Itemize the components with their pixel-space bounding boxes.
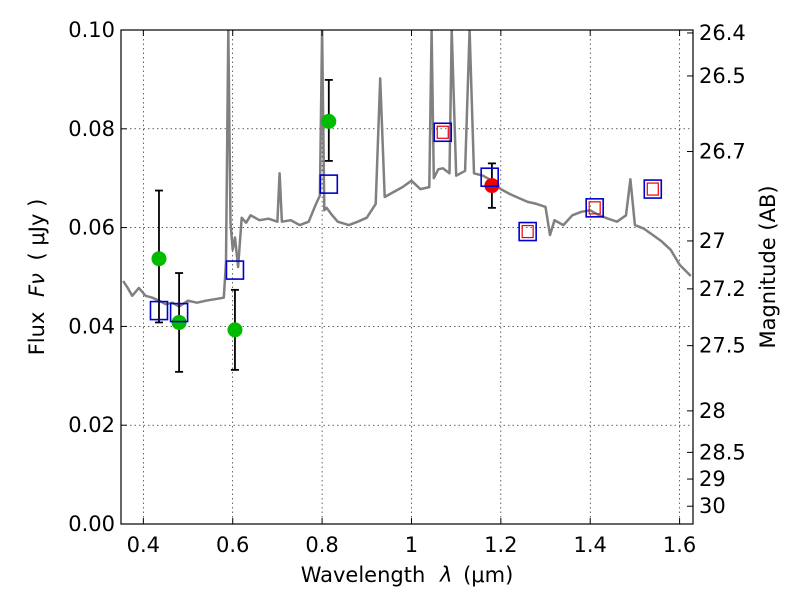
x-tick-label: 0.6 <box>216 533 249 557</box>
model-spectrum-series <box>122 30 692 308</box>
axis-ticks: 0.4 0.6 0.8 1 1.2 1.4 1.6 0.00 0.02 0.04 0.06 0.08 0… <box>68 18 746 557</box>
right-axis-tick-label: 28.5 <box>699 440 746 464</box>
model-point-square <box>149 300 169 321</box>
spectrum-line <box>122 30 692 308</box>
photometry-markers <box>149 113 663 338</box>
model-point-square <box>643 179 663 199</box>
right-axis-tick-label: 27 <box>699 229 726 253</box>
model-point-square <box>480 167 499 188</box>
data-point-circle <box>321 113 337 129</box>
grid-lines <box>121 29 693 525</box>
x-tick-label: 1.4 <box>574 533 607 557</box>
model-point-square <box>433 122 453 143</box>
fitted-point-square <box>646 182 659 196</box>
y-tick-label: 0.02 <box>68 413 115 437</box>
data-point-circle <box>171 314 187 330</box>
right-axis-tick-label: 26.4 <box>699 21 746 45</box>
model-point-square <box>225 260 245 280</box>
plot-frame <box>120 29 694 525</box>
x-tick-label: 1.2 <box>484 533 517 557</box>
x-tick-label: 0.4 <box>127 533 160 557</box>
x-axis-label-symbol: λ <box>439 563 452 587</box>
x-axis-label-prefix: Wavelength <box>301 563 426 587</box>
x-tick-label: 1.6 <box>663 533 696 557</box>
y-tick-label: 0.10 <box>68 18 115 42</box>
right-axis-tick-label: 26.7 <box>699 140 746 164</box>
y-tick-label: 0.00 <box>68 512 115 536</box>
model-point-square <box>518 221 537 242</box>
right-axis-tick-label: 28 <box>699 399 726 423</box>
right-axis-tick-label: 27.2 <box>699 277 746 301</box>
right-axis-label: Magnitude (AB) <box>756 185 780 348</box>
x-axis-label-unit: (μm) <box>463 563 513 587</box>
right-axis-tick-label: 30 <box>699 494 726 518</box>
model-point-square <box>585 198 604 218</box>
right-axis-tick-label: 27.5 <box>699 334 746 358</box>
y-axis-label: Flux Fν ( μJy ) <box>25 199 49 356</box>
fitted-point-square <box>436 125 449 139</box>
x-tick-label: 0.8 <box>305 533 338 557</box>
right-axis-tick-label: 29 <box>699 467 726 491</box>
model-point-square <box>169 302 189 323</box>
y-axis-label-symbol: Fν <box>25 273 49 297</box>
model-point-square <box>319 174 339 194</box>
fitted-point-square <box>588 201 601 215</box>
y-tick-label: 0.06 <box>68 216 115 240</box>
data-point-circle <box>151 251 167 267</box>
x-tick-label: 1 <box>405 533 418 557</box>
y-tick-label: 0.08 <box>68 117 115 141</box>
data-point-circle <box>227 322 243 338</box>
y-tick-label: 0.04 <box>68 314 115 338</box>
right-axis-tick-label: 26.5 <box>699 64 746 88</box>
x-axis-label: Wavelength λ (μm) <box>301 563 514 587</box>
y-axis-label-unit: ( μJy ) <box>25 199 49 261</box>
y-axis-label-prefix: Flux <box>25 312 49 356</box>
fitted-point-square <box>521 224 534 239</box>
